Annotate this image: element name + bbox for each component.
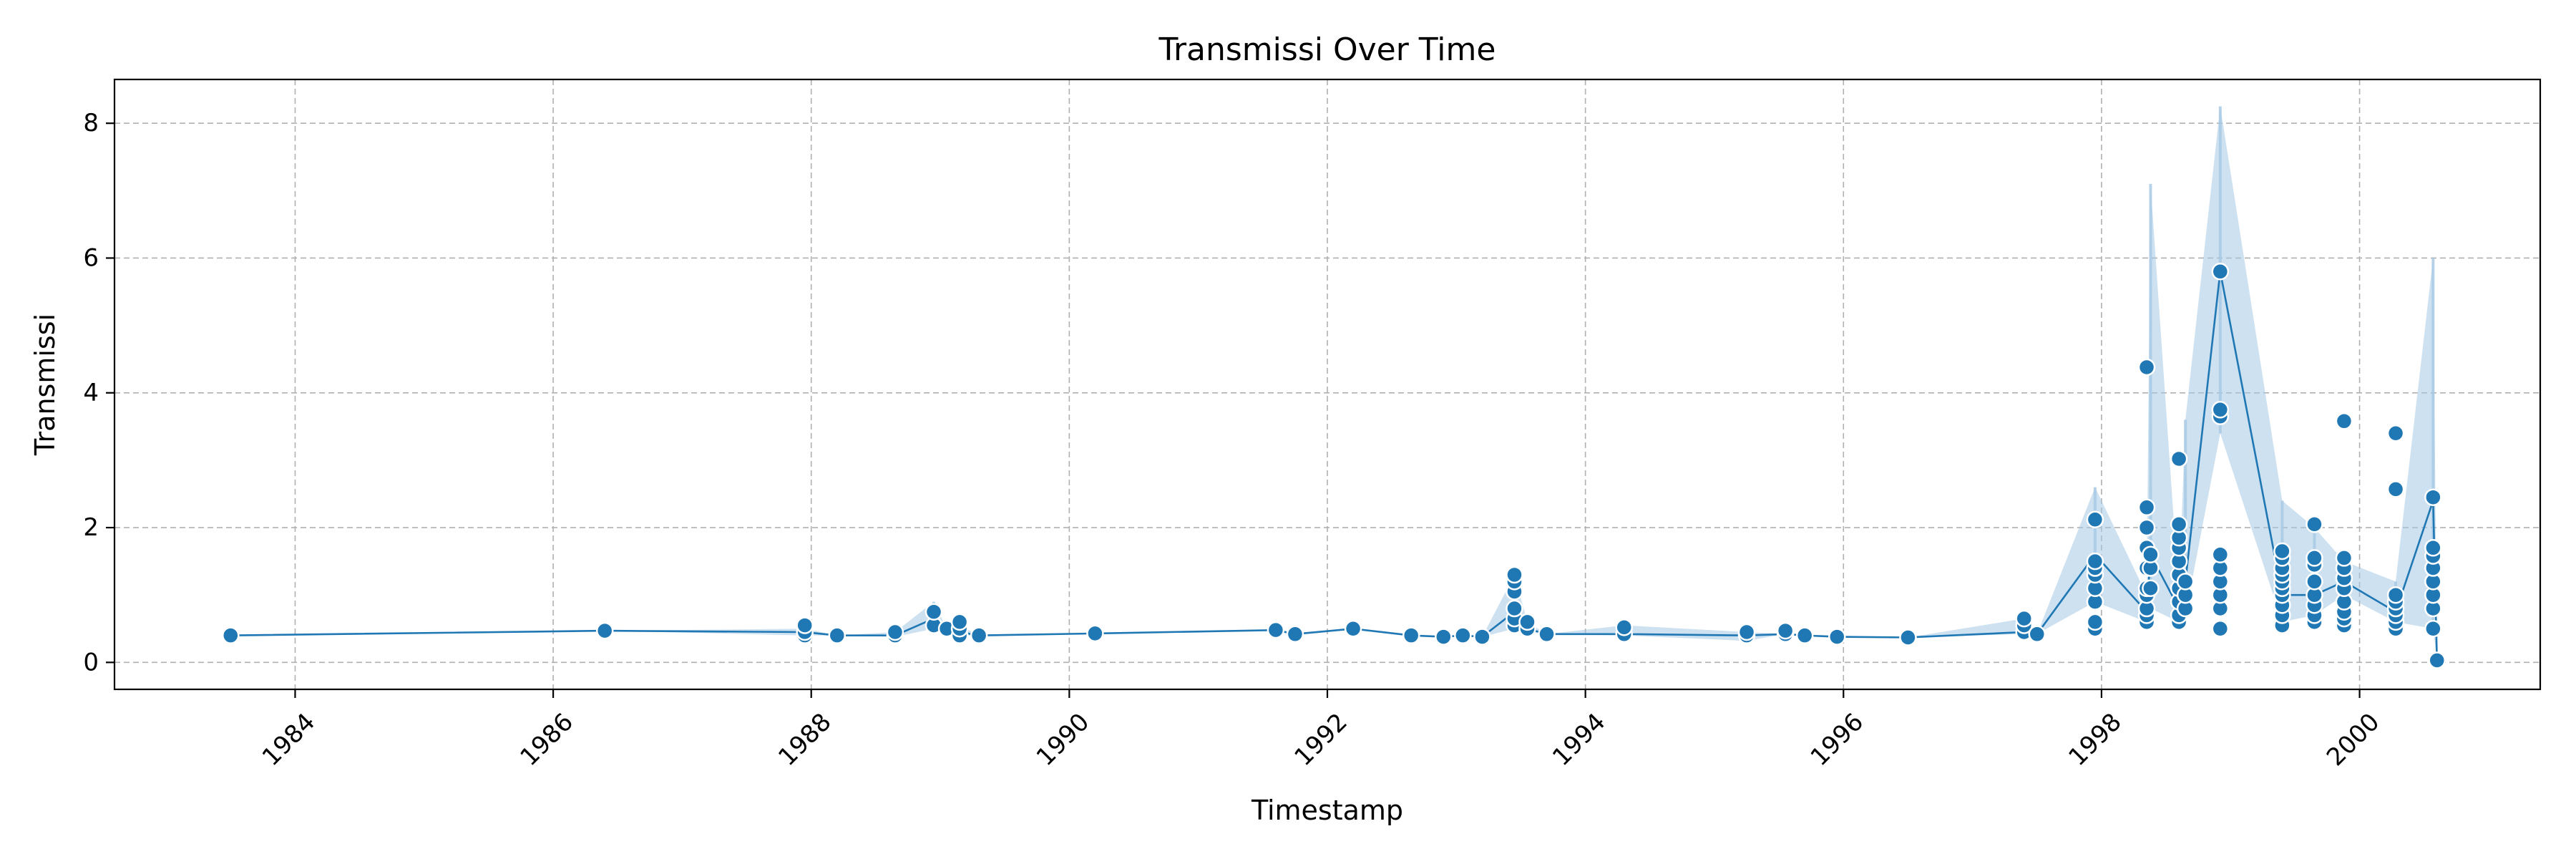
y-tick-label: 2 bbox=[83, 513, 99, 542]
data-point bbox=[1402, 626, 1420, 644]
data-point bbox=[2086, 613, 2104, 631]
data-point bbox=[595, 621, 614, 640]
data-point bbox=[1435, 628, 1453, 646]
data-point bbox=[2211, 620, 2230, 638]
data-point bbox=[1473, 628, 1491, 646]
x-tick-label: 1998 bbox=[2063, 708, 2127, 772]
data-point bbox=[2028, 625, 2046, 644]
data-point bbox=[970, 626, 988, 644]
grid bbox=[114, 79, 2540, 689]
data-points-layer bbox=[222, 263, 2446, 669]
confidence-band bbox=[230, 106, 2437, 661]
data-point bbox=[886, 623, 904, 641]
y-tick-label: 0 bbox=[83, 648, 99, 676]
chart-title: Transmissi Over Time bbox=[1158, 31, 1496, 68]
y-axis-label: Transmissi bbox=[29, 314, 61, 456]
data-point bbox=[222, 626, 240, 644]
data-point bbox=[2273, 542, 2291, 560]
y-tick-label: 8 bbox=[83, 109, 99, 137]
data-point bbox=[1899, 629, 1917, 646]
data-point bbox=[2170, 450, 2188, 468]
data-point bbox=[2086, 510, 2104, 529]
x-tick-label: 1988 bbox=[773, 708, 836, 772]
data-point bbox=[1267, 621, 1285, 639]
y-tick-label: 6 bbox=[83, 243, 99, 272]
x-axis-ticks: 1984 1986 1988 1990 1992 1994 1996 1998 2000 bbox=[257, 689, 2385, 772]
data-point bbox=[2386, 424, 2405, 442]
data-point bbox=[924, 603, 943, 621]
data-point bbox=[2335, 549, 2353, 567]
data-point bbox=[2176, 573, 2195, 591]
y-axis-ticks: 0 2 4 6 8 bbox=[83, 109, 114, 676]
x-tick-label: 1990 bbox=[1031, 708, 1095, 772]
data-point bbox=[2424, 539, 2442, 557]
data-point bbox=[2424, 620, 2442, 638]
data-point bbox=[2086, 552, 2104, 571]
data-point bbox=[2306, 515, 2323, 533]
x-tick-label: 1992 bbox=[1289, 708, 1352, 772]
data-point bbox=[1506, 566, 1523, 584]
y-tick-label: 4 bbox=[83, 379, 99, 407]
data-point bbox=[1615, 618, 1633, 636]
data-point bbox=[1344, 620, 1362, 638]
data-point bbox=[2137, 498, 2156, 517]
data-point bbox=[2137, 358, 2156, 377]
data-point bbox=[1795, 626, 1814, 644]
data-point bbox=[2142, 545, 2160, 563]
data-point bbox=[796, 616, 814, 634]
x-tick-label: 2000 bbox=[2321, 708, 2385, 772]
data-point bbox=[2170, 515, 2188, 533]
data-point bbox=[2211, 263, 2230, 281]
data-point bbox=[1737, 623, 1756, 641]
data-point bbox=[2386, 480, 2405, 498]
data-point bbox=[2424, 488, 2442, 506]
data-point bbox=[828, 626, 847, 644]
x-tick-label: 1984 bbox=[257, 708, 321, 772]
data-point bbox=[2142, 579, 2160, 598]
data-point bbox=[2137, 518, 2156, 537]
data-point bbox=[2211, 401, 2230, 419]
data-point bbox=[2428, 651, 2446, 669]
data-point bbox=[2211, 545, 2230, 563]
data-point bbox=[2386, 586, 2405, 604]
data-point bbox=[2306, 549, 2323, 567]
x-tick-label: 1994 bbox=[1547, 708, 1611, 772]
data-point bbox=[1518, 613, 1536, 631]
x-tick-label: 1996 bbox=[1805, 708, 1869, 772]
data-point bbox=[1506, 599, 1523, 618]
data-point bbox=[2015, 609, 2033, 628]
data-point bbox=[1286, 625, 1304, 644]
x-axis-label: Timestamp bbox=[1251, 795, 1403, 826]
data-point bbox=[1828, 628, 1846, 646]
data-point bbox=[950, 613, 969, 631]
data-point bbox=[2306, 573, 2323, 591]
data-point bbox=[1538, 625, 1556, 644]
data-point bbox=[1454, 626, 1472, 644]
x-tick-label: 1986 bbox=[515, 708, 579, 772]
data-point bbox=[2335, 412, 2353, 430]
confidence-band-layer bbox=[230, 106, 2437, 661]
data-point bbox=[1086, 624, 1104, 643]
data-point bbox=[1776, 621, 1795, 640]
